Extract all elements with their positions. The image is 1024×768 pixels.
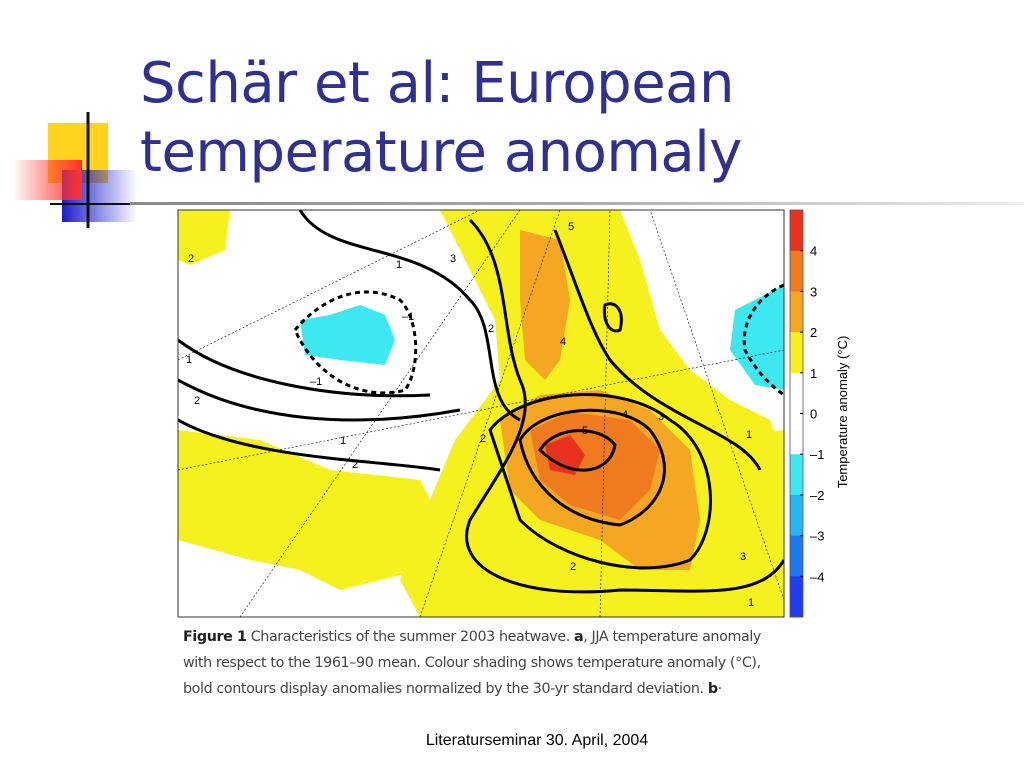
colorbar-tick-label: –1 [810,447,824,462]
contour-label: 4 [560,336,566,348]
title-line: Schär et al: European [140,51,734,116]
contour-label: 5 [582,425,588,437]
colorbar-tick-label: –2 [810,488,824,503]
title-rule [130,202,1024,205]
logo [12,112,140,228]
colorbar-tick-label: 3 [810,284,817,299]
contour-label: 3 [740,551,746,563]
contour-label: 2 [352,459,358,471]
caption-run: Figure 1 [183,629,247,645]
title-line: temperature anomaly [140,120,742,185]
contour-label: 1 [748,597,754,609]
colorbar-tick-label: 1 [810,366,817,381]
contour-label: 2 [480,433,486,445]
caption-run: a [574,629,584,645]
colorbar-tick-label: –4 [810,569,824,584]
contour-label: 2 [488,323,494,335]
colorbar-segment [790,454,803,496]
colorbar-label: Temperature anomaly (°C) [835,336,850,489]
colorbar-tick-label: 0 [810,407,817,422]
contour-label: 1 [340,435,346,447]
colorbar-segment [790,494,803,537]
caption-run: b [707,681,718,697]
contour-label: 1 [746,429,752,441]
caption-run: · [717,681,723,697]
contour-label: 2 [188,253,194,265]
contour-label: 4 [622,409,628,421]
colorbar-segment [790,413,803,455]
contour-label: 5 [568,221,574,233]
colorbar-tick-label: –3 [810,529,824,544]
colorbar-segment [790,210,803,252]
figure-caption: Figure 1 Characteristics of the summer 2… [183,624,783,702]
contour-label: –1 [402,311,414,323]
map: 2 3 5 1 –1 2 2 –1 4 1 2 1 2 5 4 3 2 3 1 … [178,210,784,617]
colorbar-tick-label: 4 [810,244,817,259]
colorbar-segment [790,291,803,333]
contour-label: 1 [186,354,192,366]
contour-label: 3 [658,411,664,423]
colorbar-segment [790,250,803,292]
contour-label: 2 [194,395,200,407]
footer: Literaturseminar 30. April, 2004 [425,732,649,749]
contour-label: 1 [396,259,402,271]
colorbar: 4 3 2 1 0 –1 –2 –3 –4 [789,209,824,618]
contour-label: 3 [450,253,456,265]
colorbar-segment [790,372,803,414]
contour-label: 2 [570,561,576,573]
map-frame [177,209,785,618]
colorbar-tick-label: 2 [810,325,817,340]
caption-run: , JJA temperature anomaly with respect t… [183,629,761,697]
colorbar-segment [790,535,803,577]
caption-run: Characteristics of the summer 2003 heatw… [246,629,575,645]
colorbar-segment [790,576,803,618]
contour-label: –1 [310,376,322,388]
colorbar-segment [790,332,803,374]
